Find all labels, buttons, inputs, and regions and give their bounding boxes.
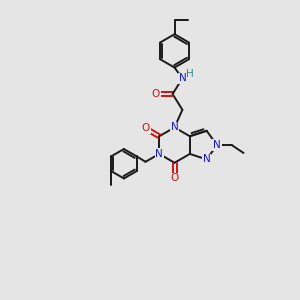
Text: N: N [178, 74, 186, 83]
Text: O: O [170, 173, 179, 184]
Text: N: N [203, 154, 211, 164]
Text: O: O [152, 89, 160, 99]
Text: N: N [155, 149, 163, 159]
Text: H: H [186, 69, 194, 80]
Text: O: O [142, 123, 150, 134]
Text: N: N [213, 140, 221, 150]
Text: N: N [171, 122, 178, 132]
